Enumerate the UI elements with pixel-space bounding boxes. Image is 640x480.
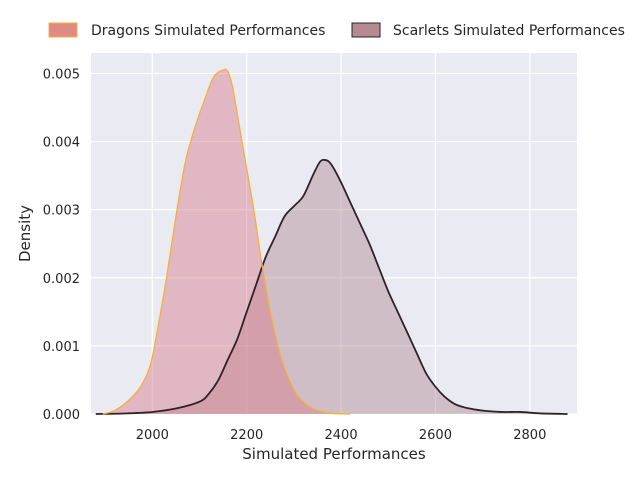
x-axis-label: Simulated Performances — [242, 445, 426, 463]
x-tick-label: 2200 — [230, 428, 263, 443]
density-area-dragons — [102, 69, 351, 415]
x-tick-label: 2000 — [136, 428, 169, 443]
density-areas — [95, 69, 568, 415]
y-tick-label: 0.001 — [43, 340, 80, 355]
x-tick-label: 2400 — [325, 428, 358, 443]
density-lines — [95, 68, 568, 415]
density-line-dragons — [102, 68, 351, 415]
legend-label-dragons: Dragons Simulated Performances — [91, 23, 325, 39]
legend-swatch-scarlets — [351, 22, 381, 38]
y-tick-label: 0.004 — [43, 136, 80, 151]
x-tick-label: 2800 — [513, 428, 546, 443]
y-tick-label: 0.003 — [43, 204, 80, 219]
grid-lines — [91, 53, 577, 415]
x-tick-labels: 2000 2200 2400 2600 2800 — [136, 428, 547, 443]
legend: Dragons Simulated Performances Scarlets S… — [48, 22, 625, 39]
density-line-scarlets — [95, 158, 568, 415]
legend-swatch-dragons — [48, 22, 78, 38]
y-axis-label: Density — [16, 205, 34, 262]
y-tick-labels: 0.000 0.001 0.002 0.003 0.004 0.005 — [43, 67, 80, 423]
legend-label-scarlets: Scarlets Simulated Performances — [393, 23, 625, 39]
x-tick-label: 2600 — [419, 428, 452, 443]
density-area-scarlets — [95, 159, 568, 414]
plot-area — [91, 53, 577, 414]
y-tick-label: 0.005 — [43, 67, 80, 82]
y-tick-label: 0.000 — [43, 408, 80, 423]
y-tick-label: 0.002 — [43, 272, 80, 287]
